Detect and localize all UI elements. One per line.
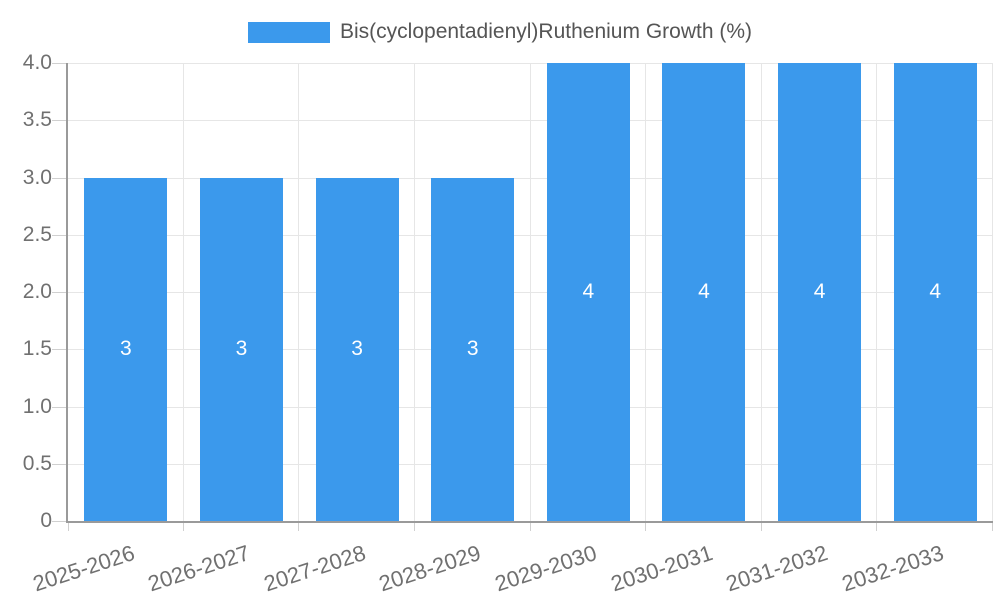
x-tick-label: 2025-2026	[29, 540, 138, 597]
y-tick-label: 0.5	[22, 451, 52, 475]
x-tick-mark	[68, 523, 69, 531]
legend-item[interactable]: Bis(cyclopentadienyl)Ruthenium Growth (%…	[248, 20, 752, 44]
bar-value-label: 3	[351, 337, 363, 361]
y-tick-label: 2.5	[22, 222, 52, 246]
x-tick-mark	[413, 523, 415, 531]
y-tick-mark	[52, 349, 66, 351]
x-tick-mark	[298, 523, 300, 531]
bar: 4	[662, 63, 746, 521]
y-tick-label: 2.0	[22, 280, 52, 303]
v-gridline	[876, 63, 878, 521]
bar-value-label: 4	[929, 280, 942, 303]
plot-area: 3 3 3 3 4 4 4 4	[52, 63, 993, 531]
legend-color-swatch	[248, 21, 330, 43]
bar: 3	[315, 177, 399, 521]
x-tick-label: 2028-2029	[376, 540, 485, 597]
bar-value-label: 4	[582, 280, 595, 303]
bar: 4	[893, 63, 977, 521]
y-tick-label: 3.0	[22, 165, 52, 189]
bar-value-label: 3	[235, 337, 248, 361]
bar: 4	[778, 63, 862, 521]
h-gridline	[68, 63, 993, 64]
y-tick-mark	[52, 292, 66, 293]
y-tick-mark	[52, 177, 66, 179]
x-tick-mark	[645, 523, 647, 531]
h-gridline	[68, 120, 993, 122]
y-tick-mark	[52, 120, 66, 122]
y-tick-label: 3.5	[22, 108, 52, 132]
x-tick-label: 2026-2027	[145, 540, 253, 597]
h-gridline	[68, 463, 993, 465]
bar-value-label: 3	[119, 337, 132, 361]
h-gridline	[68, 234, 993, 236]
x-tick-mark	[182, 523, 184, 531]
y-tick-label: 0	[40, 509, 52, 532]
x-tick-label: 2029-2030	[491, 540, 600, 597]
bar: 4	[546, 63, 630, 521]
bar: 3	[431, 177, 515, 521]
v-gridline	[413, 63, 415, 521]
y-tick-mark	[52, 406, 66, 408]
v-gridline	[182, 63, 184, 521]
bar: 3	[199, 177, 283, 521]
y-axis-tick-labels: 0 0.5 1.0 1.5 2.0 2.5 3.0 3.5 4.0	[0, 52, 52, 532]
x-tick-label: 2032-2033	[838, 540, 947, 597]
h-gridline	[68, 292, 993, 293]
x-tick-label: 2030-2031	[607, 540, 716, 597]
bar-value-label: 4	[698, 280, 710, 303]
y-tick-label: 1.5	[22, 337, 52, 361]
v-gridline	[760, 63, 762, 521]
x-tick-label: 2031-2032	[723, 540, 831, 597]
v-gridline	[298, 63, 300, 521]
y-tick-mark	[52, 463, 66, 465]
chart-legend: Bis(cyclopentadienyl)Ruthenium Growth (%…	[0, 20, 1000, 44]
v-gridline	[645, 63, 647, 521]
bar-value-label: 3	[466, 337, 479, 361]
bar-value-label: 4	[813, 280, 826, 303]
h-gridline	[68, 177, 993, 179]
x-tick-mark	[760, 523, 762, 531]
h-gridline	[68, 349, 993, 351]
y-tick-mark	[52, 521, 66, 522]
y-tick-label: 1.0	[22, 394, 52, 418]
y-tick-label: 4.0	[22, 51, 52, 74]
h-gridline	[68, 406, 993, 408]
v-gridline	[992, 63, 993, 521]
y-tick-mark	[52, 234, 66, 236]
v-gridline	[529, 63, 531, 521]
x-tick-mark	[992, 523, 993, 531]
y-tick-mark	[52, 63, 66, 64]
x-tick-mark	[529, 523, 531, 531]
legend-label: Bis(cyclopentadienyl)Ruthenium Growth (%…	[340, 20, 752, 43]
x-tick-mark	[876, 523, 878, 531]
x-tick-label: 2027-2028	[260, 540, 369, 597]
bar: 3	[84, 177, 168, 521]
